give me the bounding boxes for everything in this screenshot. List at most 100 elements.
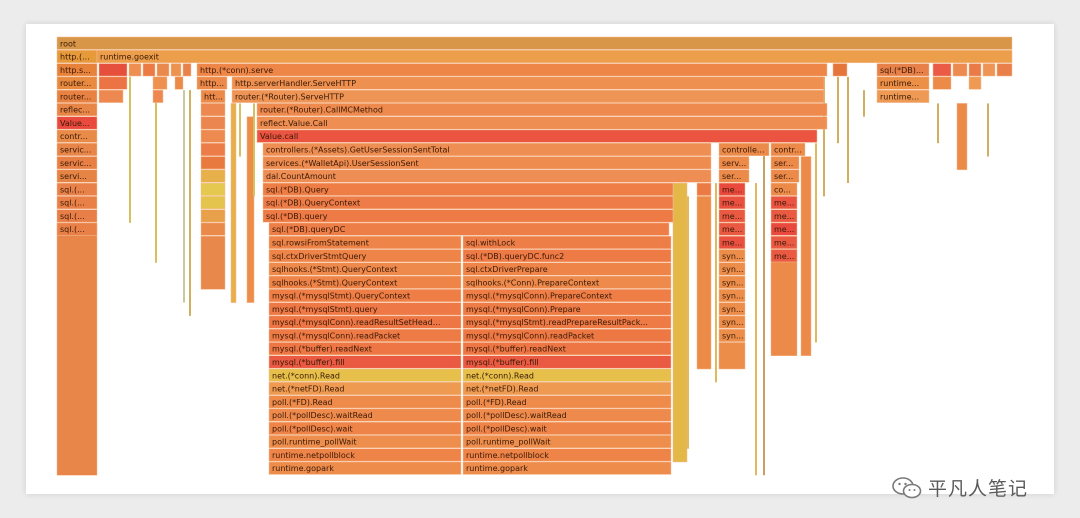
flame-frame-73: [56, 222, 98, 236]
flame-frame-35: [256, 103, 828, 117]
flame-frame-label-96: mysql.(*mysqlConn).Prepare: [466, 305, 581, 314]
flame-frame-label-30: htt...: [204, 92, 223, 101]
flame-frame-label-101: mysql.(*mysqlConn).readPacket: [272, 331, 400, 340]
flame-frame-label-70: sql.(*DB).query: [266, 212, 328, 221]
flame-frame-label-47: servic...: [60, 159, 91, 168]
flame-frame-71: [718, 209, 746, 223]
flame-frame-52: [56, 169, 98, 183]
flame-frame-107: [462, 355, 672, 369]
flame-frame-label-82: sql.ctxDriverStmtQuery: [272, 252, 367, 261]
flame-frame-98: [268, 315, 462, 329]
flame-icicle-7: [715, 183, 717, 383]
flame-frame-62: [770, 182, 798, 196]
flame-frame-label-112: poll.(*FD).Read: [272, 398, 333, 407]
flame-frame-74: [200, 222, 226, 236]
flame-frame-15: [968, 63, 982, 77]
flame-frame-label-77: me...: [774, 225, 794, 234]
flamegraph-card: root http.(... runtime.goexit http.s... http…: [26, 24, 1054, 500]
flame-frame-label-89: sqlhooks.(*Stmt).QueryContext: [272, 278, 397, 287]
flame-frame-72: [770, 209, 798, 223]
flame-frame-79: [462, 235, 672, 249]
flame-frame-46: [770, 142, 806, 156]
flame-frame-label-106: mysql.(*buffer).fill: [272, 358, 345, 367]
flame-frame-92: [268, 289, 462, 303]
flame-frame-label-116: poll.(*pollDesc).wait: [272, 424, 353, 433]
flame-frame-43: [200, 142, 226, 156]
flame-frame-120: [268, 448, 462, 462]
flame-icicle-10: [815, 143, 817, 343]
flame-frame-91: [718, 275, 746, 289]
flame-frame-119: [462, 435, 672, 449]
flame-frame-label-51: ser...: [774, 159, 793, 168]
flame-frame-67: [770, 196, 798, 210]
flame-frame-76: [718, 222, 746, 236]
flame-frame-114: [268, 408, 462, 422]
flame-frame-44: [262, 142, 712, 156]
flame-column-7: [770, 249, 798, 356]
flame-frame-57: [56, 182, 98, 196]
flame-icicle-11: [823, 76, 825, 197]
flame-frame-25: [932, 76, 952, 90]
flame-frame-label-114: poll.(*pollDesc).waitRead: [272, 411, 373, 420]
flame-frame-label-62: co...: [774, 185, 791, 194]
flame-frame-label-39: contr...: [60, 132, 88, 141]
flame-icicle-3: [189, 90, 191, 316]
flame-frame-label-85: me...: [774, 252, 794, 261]
flame-frame-label-91: syn...: [722, 278, 744, 287]
flame-frame-75: [268, 222, 670, 236]
flame-frame-28: [98, 89, 124, 103]
flame-frame-64: [200, 196, 226, 210]
flame-frame-label-109: net.(*conn).Read: [466, 371, 534, 380]
flame-frame-label-119: poll.runtime_pollWait: [466, 438, 551, 447]
flame-frame-23: [231, 76, 825, 90]
flame-frame-label-117: poll.(*pollDesc).wait: [466, 424, 547, 433]
flame-frame-label-76: me...: [722, 225, 742, 234]
flame-frame-17: [996, 63, 1013, 77]
flame-frame-51: [770, 156, 800, 170]
flame-frame-label-107: mysql.(*buffer).fill: [466, 358, 539, 367]
flame-frame-105: [462, 342, 672, 356]
flame-frame-4: [98, 63, 128, 77]
flame-frame-label-115: poll.(*pollDesc).waitRead: [466, 411, 567, 420]
flame-frame-label-123: runtime.gopark: [466, 464, 528, 473]
flame-icicle-9: [763, 143, 765, 476]
flame-frame-66: [718, 196, 746, 210]
flame-frame-90: [462, 275, 672, 289]
flame-frame-85: [770, 249, 798, 263]
flame-frame-label-100: syn...: [722, 318, 744, 327]
flame-frame-96: [462, 302, 672, 316]
flame-frame-label-38: reflect.Value.Call: [260, 119, 328, 128]
flame-frame-label-120: runtime.netpollblock: [272, 451, 355, 460]
flame-frame-16: [982, 63, 996, 77]
flame-frame-84: [718, 249, 746, 263]
flame-column-9: [956, 103, 968, 171]
flame-frame-label-65: sql.(*DB).QueryContext: [266, 199, 360, 208]
flame-frame-label-33: reflec...: [60, 106, 90, 115]
flame-frame-30: [200, 89, 226, 103]
flame-frame-121: [462, 448, 672, 462]
flame-frame-117: [462, 421, 672, 435]
flame-frame-label-2: runtime.goexit: [100, 53, 159, 62]
flame-frame-93: [462, 289, 672, 303]
flame-frame-label-108: net.(*conn).Read: [272, 371, 340, 380]
flame-frame-113: [462, 395, 672, 409]
flame-frame-label-94: syn...: [722, 292, 744, 301]
flame-frame-65: [262, 196, 674, 210]
flame-frame-88: [718, 262, 746, 276]
flame-frame-99: [462, 315, 672, 329]
flame-frame-89: [268, 275, 462, 289]
flame-frame-label-23: http.serverHandler.ServeHTTP: [235, 79, 356, 88]
flame-frame-label-71: me...: [722, 212, 742, 221]
flame-icicle-8: [755, 183, 757, 476]
flame-icicle-12: [837, 76, 839, 144]
flame-frame-118: [268, 435, 462, 449]
flame-icicle-2: [183, 90, 185, 303]
flame-frame-115: [462, 408, 672, 422]
flame-frame-label-42: servic...: [60, 146, 91, 155]
flame-frame-12: [876, 63, 930, 77]
flame-frame-9: [182, 63, 192, 77]
flame-frame-label-103: syn...: [722, 331, 744, 340]
flame-frame-label-35: router.(*Router).CallMCMethod: [260, 106, 383, 115]
flame-frame-68: [56, 209, 98, 223]
flame-frame-81: [770, 235, 798, 249]
